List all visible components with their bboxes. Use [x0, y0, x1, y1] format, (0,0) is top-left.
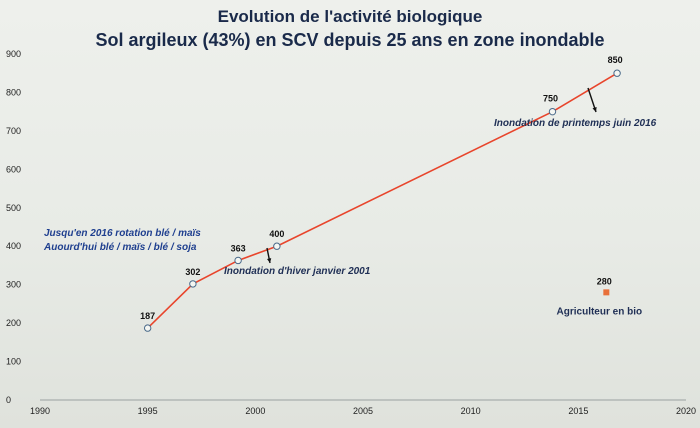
- annotation-winter-flood: Inondation d'hiver janvier 2001: [224, 266, 371, 277]
- data-label: 850: [608, 55, 623, 65]
- chart-title-block: Evolution de l'activité biologique Sol a…: [0, 6, 700, 52]
- x-tick-label: 1995: [138, 406, 158, 416]
- data-label: 302: [185, 267, 200, 277]
- data-label: 363: [231, 243, 246, 253]
- data-label: 750: [543, 94, 558, 104]
- winter-flood-arrow-head: [266, 258, 272, 263]
- spring-flood-arrow-head: [592, 107, 597, 112]
- y-tick-label: 200: [6, 318, 21, 328]
- data-label: 187: [140, 311, 155, 321]
- data-point: [613, 69, 621, 77]
- series-line: [147, 72, 618, 329]
- x-tick-label: 2000: [245, 406, 265, 416]
- data-point: [548, 107, 557, 116]
- data-label: 400: [269, 229, 284, 239]
- y-tick-label: 500: [6, 203, 21, 213]
- y-tick-label: 0: [6, 395, 11, 405]
- chart-subtitle: Sol argileux (43%) en SCV depuis 25 ans …: [95, 30, 605, 50]
- y-tick-label: 800: [6, 87, 21, 97]
- x-tick-label: 2010: [461, 406, 481, 416]
- x-tick-label: 2005: [353, 406, 373, 416]
- bio-data-label: 280: [597, 276, 612, 286]
- y-tick-label: 400: [6, 241, 21, 251]
- x-tick-label: 2020: [676, 406, 696, 416]
- x-tick-label: 1990: [30, 406, 50, 416]
- x-tick-label: 2015: [568, 406, 588, 416]
- data-point: [143, 324, 152, 332]
- y-tick-label: 900: [6, 49, 21, 59]
- annotation-rotation-before: Jusqu'en 2016 rotation blé / maïs: [44, 228, 201, 239]
- annotation-rotation-now: Auourd'hui blé / maïs / blé / soja: [43, 242, 197, 253]
- y-tick-label: 700: [6, 126, 21, 136]
- chart-title: Evolution de l'activité biologique: [217, 7, 483, 26]
- y-tick-label: 300: [6, 280, 21, 290]
- bio-data-point: [603, 289, 610, 296]
- y-tick-label: 100: [6, 357, 21, 367]
- annotation-spring-flood: Inondation de printemps juin 2016: [494, 118, 657, 129]
- data-point: [273, 242, 281, 250]
- data-point: [234, 256, 242, 265]
- bio-series-label: Agriculteur en bio: [557, 306, 643, 317]
- y-tick-label: 600: [6, 164, 21, 174]
- data-point: [189, 280, 197, 288]
